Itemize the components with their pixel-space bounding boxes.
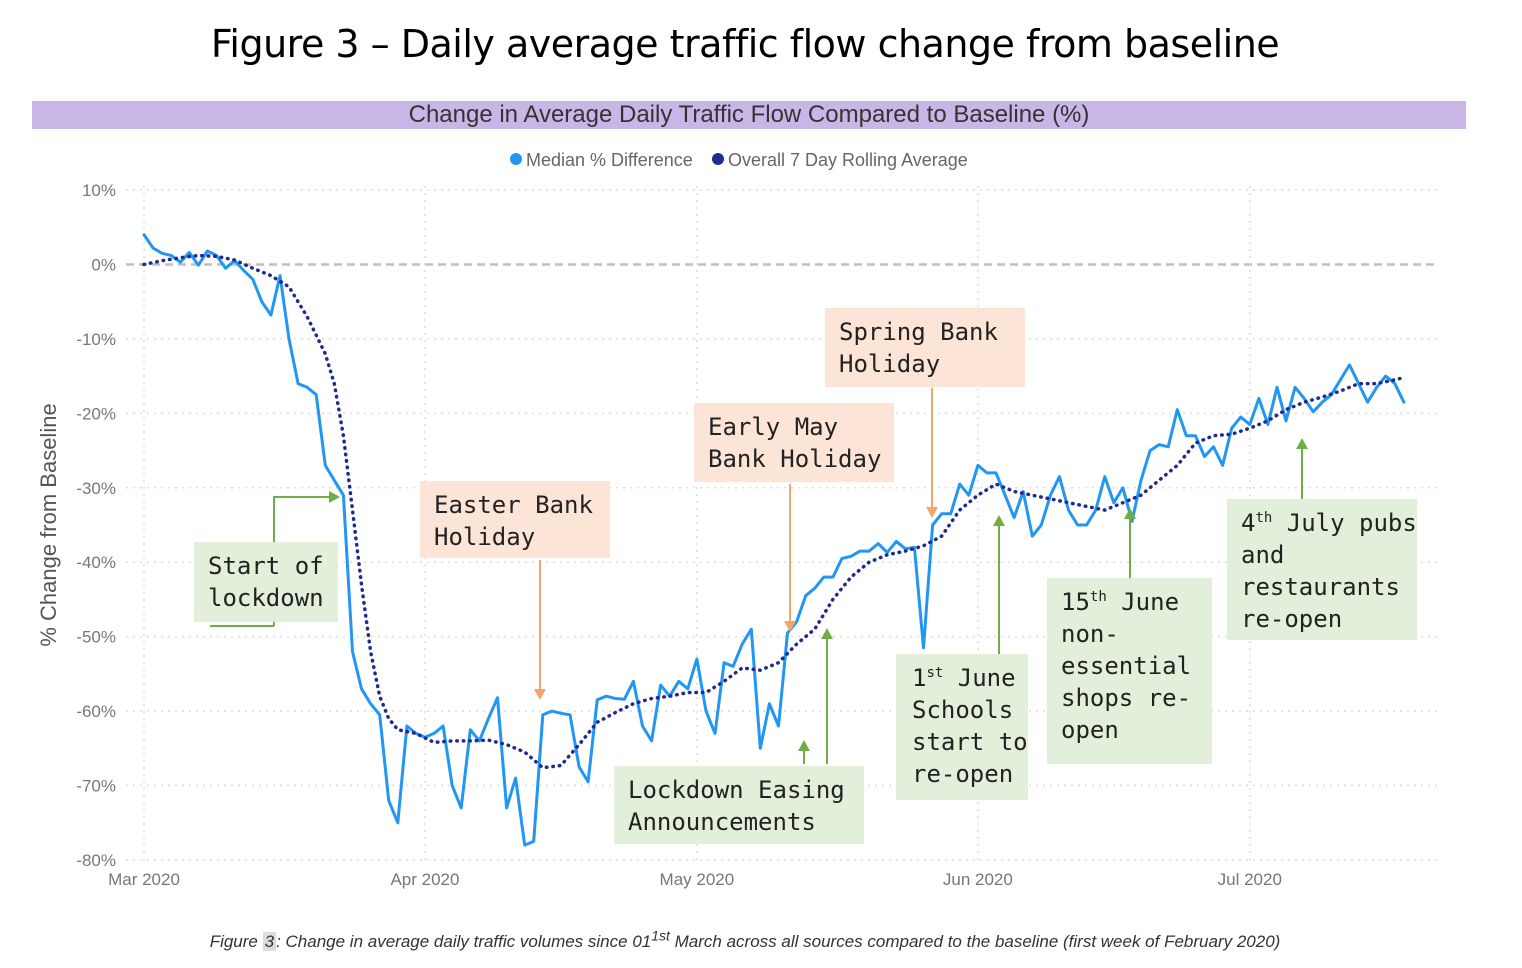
note-line: re-open: [1241, 603, 1403, 635]
note-line: Easter Bank: [434, 489, 596, 521]
note-line: lockdown: [208, 582, 324, 614]
y-tick-label: -10%: [76, 330, 116, 349]
legend-label-median: Median % Difference: [526, 150, 693, 170]
x-tick-label: May 2020: [660, 870, 735, 889]
y-tick-label: -50%: [76, 628, 116, 647]
note-start-of-lockdown: Start of lockdown: [194, 542, 338, 622]
y-axis-label: % Change from Baseline: [36, 403, 61, 646]
figure-caption: Figure 3: Change in average daily traffi…: [0, 932, 1490, 952]
note-line: start to: [912, 726, 1012, 758]
arrowhead-spring: [926, 507, 938, 518]
legend-marker-rolling: [712, 153, 724, 165]
legend: Median % Difference Overall 7 Day Rollin…: [510, 150, 968, 170]
note-line: Lockdown Easing: [628, 774, 850, 806]
note-line: shops re-: [1061, 682, 1198, 714]
note-line: restaurants: [1241, 571, 1403, 603]
note-line: Holiday: [839, 348, 1011, 380]
arrowhead-pubs: [1296, 438, 1308, 449]
x-tick-label: Jun 2020: [943, 870, 1013, 889]
note-line: 1st June: [912, 662, 1012, 694]
series-line-rolling-average: [144, 256, 1404, 768]
y-tick-label: -60%: [76, 702, 116, 721]
note-line: non-: [1061, 618, 1198, 650]
arrowhead-schools: [993, 515, 1005, 526]
note-spring-bank-holiday: Spring Bank Holiday: [825, 308, 1025, 387]
note-line: 15th June: [1061, 586, 1198, 618]
y-tick-label: -40%: [76, 553, 116, 572]
note-lockdown-easing: Lockdown Easing Announcements: [614, 766, 864, 844]
arrowhead-easter: [534, 689, 546, 700]
note-line: Schools: [912, 694, 1012, 726]
arrowhead-easing-2: [821, 628, 833, 639]
x-axis-ticks: Mar 2020 Apr 2020 May 2020 Jun 2020 Jul 2020: [108, 870, 1282, 889]
note-line: Start of: [208, 550, 324, 582]
note-line: Spring Bank: [839, 316, 1011, 348]
note-line: Holiday: [434, 521, 596, 553]
note-schools-reopen: 1st June Schools start to re-open: [896, 654, 1028, 800]
note-pubs-reopen: 4th July pubs and restaurants re-open: [1227, 499, 1417, 640]
legend-marker-median: [510, 153, 522, 165]
y-tick-label: 0%: [91, 255, 116, 274]
note-shops-reopen: 15th June non- essential shops re- open: [1047, 578, 1212, 764]
note-line: essential: [1061, 650, 1198, 682]
note-line: Bank Holiday: [708, 443, 880, 475]
note-line: 4th July pubs: [1241, 507, 1403, 539]
note-line: and: [1241, 539, 1403, 571]
note-line: Announcements: [628, 806, 850, 838]
note-line: Early May: [708, 411, 880, 443]
note-easter-bank-holiday: Easter Bank Holiday: [420, 481, 610, 558]
series-lines: [144, 235, 1404, 845]
y-tick-label: -70%: [76, 777, 116, 796]
series-line-median: [144, 235, 1404, 845]
y-tick-label: -80%: [76, 851, 116, 870]
x-tick-label: Apr 2020: [390, 870, 459, 889]
y-axis-ticks: 10% 0% -10% -20% -30% -40% -50% -60% -70% -80%: [76, 181, 116, 870]
y-tick-label: -30%: [76, 479, 116, 498]
legend-label-rolling: Overall 7 Day Rolling Average: [728, 150, 968, 170]
arrowhead-easing-1: [798, 740, 810, 751]
note-line: re-open: [912, 758, 1012, 790]
x-tick-label: Jul 2020: [1218, 870, 1282, 889]
note-line: open: [1061, 714, 1198, 746]
y-tick-label: 10%: [82, 181, 116, 200]
note-early-may-bank-holiday: Early May Bank Holiday: [694, 403, 894, 482]
y-tick-label: -20%: [76, 404, 116, 423]
x-tick-label: Mar 2020: [108, 870, 180, 889]
arrowhead-start-of-lockdown: [329, 491, 340, 503]
